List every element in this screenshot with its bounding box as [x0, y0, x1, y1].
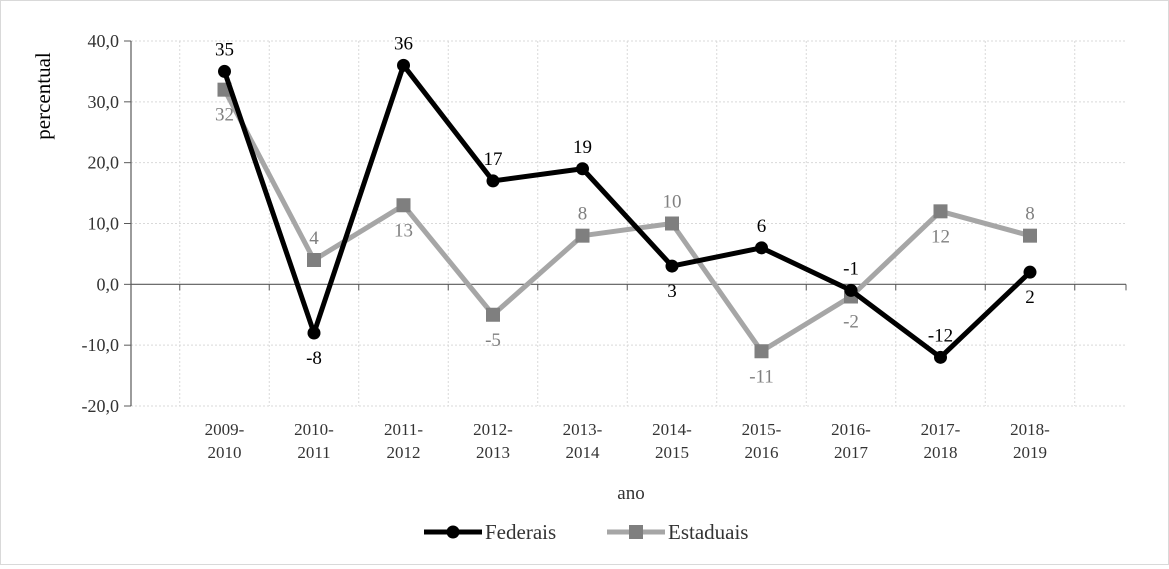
x-tick-label: 2013-2014: [563, 420, 603, 462]
data-label-federais: 19: [573, 137, 592, 158]
point-federais: [1023, 265, 1037, 279]
data-label-estaduais: 32: [215, 105, 234, 126]
data-label-federais: 17: [484, 149, 503, 170]
x-tick-label: 2014-2015: [652, 420, 692, 462]
y-tick-label: 30,0: [88, 92, 120, 112]
data-label-federais: 36: [394, 33, 413, 54]
point-federais: [307, 326, 321, 340]
data-label-estaduais: 12: [931, 226, 950, 247]
point-federais: [486, 174, 500, 188]
data-label-estaduais: 8: [578, 204, 588, 225]
data-label-estaduais: 4: [309, 228, 319, 249]
x-tick-label: 2011-2012: [384, 420, 423, 462]
x-tick-label: 2012-2013: [473, 420, 513, 462]
series-line-federais: [222, 62, 1032, 360]
point-federais: [844, 283, 858, 297]
point-estaduais: [307, 253, 321, 267]
point-estaduais: [754, 344, 769, 359]
point-estaduais: [665, 216, 679, 231]
data-label-estaduais: -2: [843, 312, 859, 333]
x-tick-label: 2010-2011: [294, 420, 334, 462]
x-tick-label: 2015-2016: [742, 420, 782, 462]
axes: -20,0 -10,0 0,0 10,0 20,0 30,0 40,0 2009-2010 20…: [82, 31, 1127, 462]
legend-label-federais: Federais: [485, 520, 556, 544]
data-label-federais: 6: [757, 216, 767, 237]
x-tick-label: 2016-2017: [831, 420, 871, 462]
legend-marker-federais: [446, 525, 460, 539]
x-tick-label: 2017-2018: [921, 420, 961, 462]
y-tick-label: 0,0: [97, 274, 120, 294]
series-line-estaduais: [222, 88, 1031, 354]
data-label-federais: -8: [306, 348, 322, 369]
data-label-federais: 2: [1025, 287, 1035, 308]
y-tick-label: 40,0: [88, 31, 120, 51]
series: [217, 58, 1037, 364]
y-tick-label: -20,0: [82, 396, 120, 416]
data-label-estaduais: 10: [663, 192, 682, 213]
legend-label-estaduais: Estaduais: [668, 520, 748, 544]
point-federais: [755, 241, 768, 255]
point-estaduais: [575, 228, 590, 243]
y-tick-label: -10,0: [82, 335, 120, 355]
legend-marker-estaduais: [629, 525, 643, 539]
x-axis-title: ano: [617, 483, 644, 504]
legend: Federais Estaduais: [424, 520, 748, 544]
data-label-federais: 3: [667, 281, 677, 302]
point-federais: [576, 162, 589, 176]
data-label-estaduais: -11: [749, 366, 774, 387]
x-tick-label: 2009-2010: [205, 420, 245, 462]
data-label-estaduais: -5: [485, 330, 501, 351]
point-federais: [397, 58, 410, 72]
y-tick-label: 10,0: [88, 214, 120, 234]
point-federais: [665, 259, 679, 273]
data-label-federais: -12: [928, 325, 953, 346]
data-label-estaduais: 13: [394, 220, 413, 241]
data-label-estaduais: 8: [1025, 204, 1035, 225]
data-label-federais: 35: [215, 39, 234, 60]
x-tick-label: 2018-2019: [1010, 420, 1050, 462]
point-estaduais: [486, 307, 500, 322]
y-tick-label: 20,0: [88, 153, 120, 173]
point-estaduais: [1023, 228, 1037, 243]
point-estaduais: [933, 204, 948, 219]
point-federais: [934, 350, 947, 364]
y-axis-title: percentual: [31, 52, 55, 140]
point-estaduais: [396, 198, 411, 213]
data-label-federais: -1: [843, 258, 859, 279]
point-federais: [218, 64, 231, 78]
